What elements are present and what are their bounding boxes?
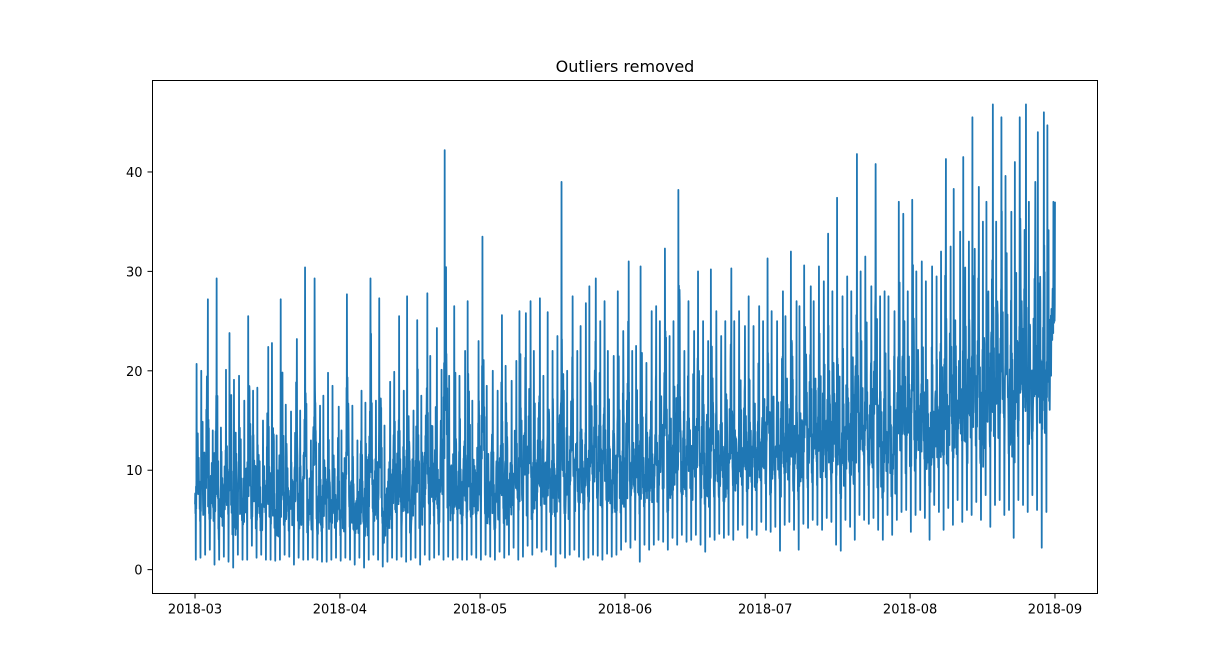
series-layer — [194, 103, 1056, 569]
plot-frame — [152, 80, 1098, 594]
x-tick-label: 2018-08 — [883, 603, 937, 618]
y-tick-label: 0 — [134, 564, 142, 579]
x-axis: 2018-03 2018-04 2018-05 2018-06 2018-07 2018-… — [168, 593, 1082, 618]
x-tick-label: 2018-04 — [313, 603, 367, 618]
x-tick-label: 2018-09 — [1028, 603, 1082, 618]
x-tick-label: 2018-06 — [598, 603, 652, 618]
y-tick-label: 10 — [126, 464, 143, 479]
chart-title: Outliers removed — [556, 57, 695, 76]
series-line — [194, 103, 1056, 569]
y-tick-label: 20 — [126, 365, 143, 380]
y-tick-label: 30 — [126, 265, 143, 280]
x-tick-label: 2018-05 — [453, 603, 507, 618]
x-tick-label: 2018-07 — [738, 603, 792, 618]
x-tick-label: 2018-03 — [168, 603, 222, 618]
y-tick-label: 40 — [126, 166, 143, 181]
y-axis: 0 10 20 30 40 — [126, 166, 153, 579]
